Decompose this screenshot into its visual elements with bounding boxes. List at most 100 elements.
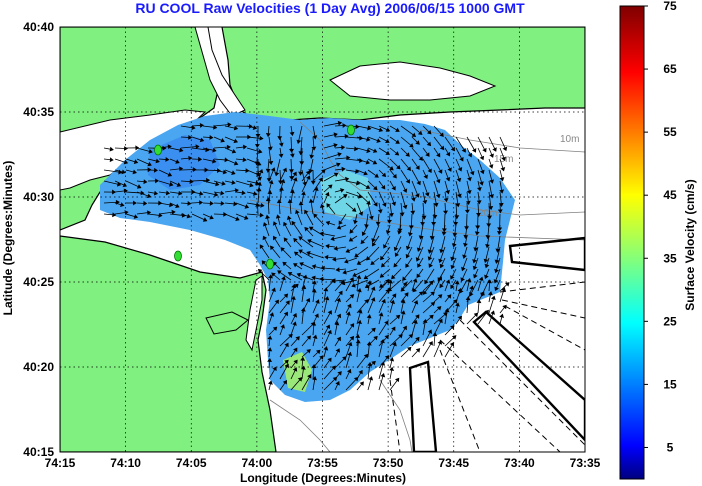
velocity-vector-head: [415, 257, 421, 262]
velocity-vector-head: [169, 202, 174, 208]
velocity-vector-head: [347, 351, 352, 356]
velocity-vector-head: [413, 300, 419, 305]
velocity-vector-head: [391, 186, 396, 191]
velocity-vector-head: [479, 155, 485, 161]
velocity-vector-head: [287, 271, 293, 277]
velocity-vector-head: [333, 132, 338, 138]
velocity-vector-head: [353, 219, 358, 225]
velocity-vector-head: [313, 186, 319, 192]
velocity-vector-head: [430, 301, 436, 307]
velocity-vector-head: [453, 299, 458, 304]
velocity-vector-head: [490, 310, 495, 315]
velocity-vector-head: [359, 381, 364, 386]
velocity-vector-head: [146, 193, 152, 199]
velocity-vector-head: [356, 274, 362, 280]
velocity-vector-head: [406, 166, 411, 171]
velocity-vector-head: [331, 278, 336, 283]
station-marker: [347, 124, 355, 136]
velocity-vector-head: [422, 290, 428, 295]
velocity-vector-head: [393, 262, 398, 268]
velocity-vector-head: [252, 125, 258, 131]
velocity-vector-head: [306, 251, 311, 256]
velocity-vector-head: [465, 200, 471, 205]
velocity-vector-head: [231, 148, 237, 154]
velocity-vector-head: [395, 139, 400, 144]
y-tick-labels: 40:40 40:35 40:30 40:25 40:20 40:15: [23, 20, 54, 459]
velocity-vector-head: [446, 294, 452, 299]
velocity-vector-head: [265, 197, 271, 202]
velocity-vector-head: [227, 122, 232, 128]
velocity-vector-head: [226, 144, 231, 150]
x-tick-labels: 74:15 74:10 74:05 74:00 73:55 73:50 73:45 73:40…: [45, 456, 601, 470]
velocity-vector-head: [463, 242, 468, 248]
velocity-vector-head: [235, 216, 240, 222]
velocity-vector-head: [233, 201, 238, 207]
velocity-vector-head: [384, 320, 389, 326]
velocity-vector-head: [385, 150, 390, 155]
velocity-vector-head: [336, 297, 341, 303]
velocity-vector-head: [308, 226, 314, 231]
velocity-vector-head: [465, 296, 471, 301]
velocity-vector-head: [279, 186, 284, 191]
velocity-vector-head: [357, 309, 363, 314]
velocity-vector-head: [325, 324, 331, 329]
colorbar-tick-label: 45: [663, 188, 677, 202]
velocity-vector-head: [133, 214, 139, 219]
velocity-vector-head: [349, 228, 354, 234]
velocity-vector-head: [337, 152, 342, 157]
velocity-vector-head: [345, 176, 350, 182]
velocity-vector-head: [315, 299, 320, 304]
velocity-vector-head: [457, 167, 463, 172]
velocity-vector-head: [176, 182, 182, 187]
velocity-vector-head: [198, 156, 203, 162]
x-tick-label: 73:55: [307, 456, 338, 470]
velocity-vector-head: [424, 192, 430, 197]
velocity-vector-head: [206, 177, 211, 183]
velocity-vector-head: [489, 179, 494, 184]
velocity-vector-head: [373, 202, 378, 207]
velocity-vector-head: [292, 171, 297, 177]
velocity-vector-head: [431, 221, 437, 226]
velocity-vector-head: [327, 357, 332, 363]
velocity-vector-head: [394, 151, 400, 156]
velocity-vector-head: [215, 181, 220, 187]
velocity-vector-head: [337, 120, 343, 126]
velocity-vector-head: [346, 368, 352, 374]
velocity-vector-head: [282, 379, 288, 385]
isobath-lines: [249, 121, 585, 452]
velocity-vector-head: [355, 339, 361, 344]
velocity-vector-head: [479, 169, 485, 175]
isobath-label-20m: 20m: [478, 208, 497, 219]
velocity-vector-head: [267, 380, 273, 385]
velocity-vector-head: [277, 270, 282, 275]
velocity-vector-head: [375, 221, 381, 226]
velocity-vector-head: [488, 291, 493, 296]
velocity-vector-head: [199, 200, 204, 206]
velocity-vector-head: [286, 215, 292, 220]
velocity-vector-head: [372, 160, 378, 165]
velocity-vector-head: [416, 247, 422, 252]
velocity-vector-head: [209, 214, 214, 220]
velocity-vector-head: [439, 263, 445, 269]
velocity-vector-head: [429, 235, 435, 241]
velocity-vector-head: [374, 173, 379, 178]
velocity-vector-head: [355, 333, 361, 338]
velocity-vector-head: [256, 181, 262, 186]
velocity-vector-head: [451, 243, 457, 248]
velocity-vector-head: [292, 367, 298, 372]
velocity-vector-head: [371, 327, 376, 333]
velocity-vector-head: [410, 210, 416, 215]
velocity-vector-head: [296, 139, 302, 145]
velocity-vector-head: [231, 170, 236, 175]
velocity-vector-head: [269, 312, 275, 317]
velocity-vector-head: [395, 127, 400, 132]
inlet-land: [205, 311, 249, 335]
station-marker: [174, 250, 182, 262]
velocity-vector-head: [495, 248, 501, 253]
velocity-vector-head: [438, 169, 443, 174]
velocity-vector-head: [363, 353, 369, 359]
velocity-vector-head: [298, 249, 303, 254]
velocity-vector-head: [292, 177, 298, 182]
velocity-vector-head: [438, 258, 443, 264]
velocity-vector-head: [494, 286, 499, 292]
